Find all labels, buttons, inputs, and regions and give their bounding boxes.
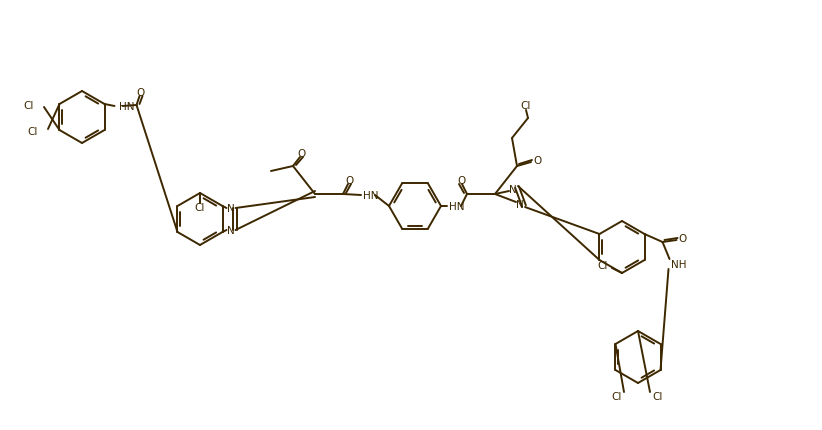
Text: Cl: Cl — [195, 203, 206, 212]
Text: N: N — [227, 225, 234, 236]
Text: NH: NH — [671, 259, 686, 269]
Text: Cl: Cl — [24, 101, 34, 111]
Text: O: O — [297, 149, 305, 159]
Text: HN: HN — [118, 102, 134, 112]
Text: N: N — [516, 200, 524, 209]
Text: Cl: Cl — [521, 101, 531, 111]
Text: O: O — [678, 233, 686, 243]
Text: Cl: Cl — [28, 127, 38, 137]
Text: O: O — [457, 175, 465, 186]
Text: O: O — [533, 156, 541, 166]
Text: O: O — [345, 175, 353, 186]
Text: O: O — [136, 88, 145, 98]
Text: Cl: Cl — [598, 261, 608, 270]
Text: N: N — [509, 184, 517, 194]
Text: N: N — [227, 203, 234, 214]
Text: Cl: Cl — [612, 391, 622, 401]
Text: HN: HN — [449, 202, 464, 212]
Text: HN: HN — [363, 190, 378, 200]
Text: Cl: Cl — [652, 391, 663, 401]
